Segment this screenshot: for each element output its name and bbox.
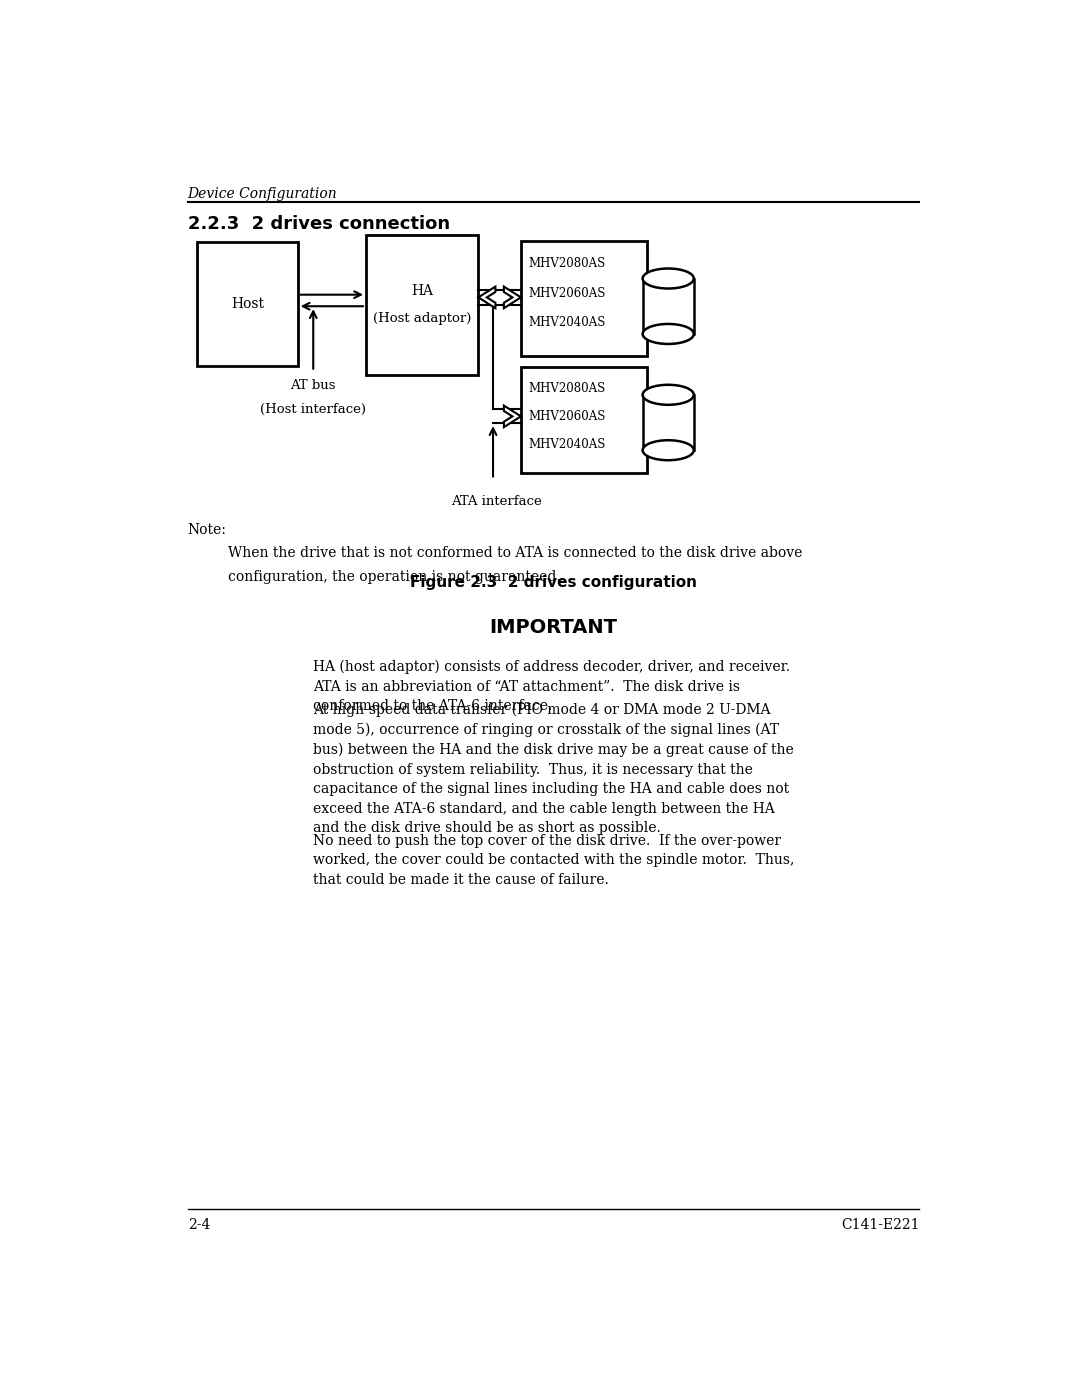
Bar [521,240,647,356]
Text: HA (host adaptor) consists of address decoder, driver, and receiver.
ATA is an a: HA (host adaptor) consists of address de… [313,659,791,712]
Text: Host: Host [231,298,264,312]
Text: When the drive that is not conformed to ATA is connected to the disk drive above: When the drive that is not conformed to … [228,546,802,560]
Bar [197,242,298,366]
Text: MHV2060AS: MHV2060AS [529,409,606,423]
Text: MHV2080AS: MHV2080AS [529,383,606,395]
Text: At high-speed data transfer (PIO mode 4 or DMA mode 2 U-DMA
mode 5), occurrence : At high-speed data transfer (PIO mode 4 … [313,703,794,835]
Text: AT bus: AT bus [291,380,336,393]
Polygon shape [643,278,693,334]
Bar [521,367,647,474]
Text: C141-E221: C141-E221 [841,1218,919,1232]
Text: Device Configuration: Device Configuration [188,187,337,201]
Polygon shape [643,395,693,450]
Text: (Host interface): (Host interface) [260,402,366,415]
Text: MHV2080AS: MHV2080AS [529,257,606,271]
Text: Note:: Note: [188,524,227,538]
Text: 2.2.3  2 drives connection: 2.2.3 2 drives connection [188,215,450,233]
Text: MHV2040AS: MHV2040AS [529,316,606,328]
Text: HA: HA [411,284,433,298]
Text: configuration, the operation is not guaranteed.: configuration, the operation is not guar… [228,570,561,584]
Text: 2-4: 2-4 [188,1218,211,1232]
Text: MHV2040AS: MHV2040AS [529,437,606,451]
Polygon shape [504,286,521,309]
Polygon shape [504,405,521,427]
Bar [366,235,478,374]
Ellipse shape [643,324,693,344]
Text: Figure 2.3  2 drives configuration: Figure 2.3 2 drives configuration [410,576,697,590]
Ellipse shape [643,440,693,460]
Text: ATA interface: ATA interface [451,495,542,509]
Text: (Host adaptor): (Host adaptor) [373,312,471,326]
Text: No need to push the top cover of the disk drive.  If the over-power
worked, the : No need to push the top cover of the dis… [313,834,795,887]
Ellipse shape [643,384,693,405]
Polygon shape [478,286,496,309]
Text: IMPORTANT: IMPORTANT [489,617,618,637]
Ellipse shape [643,268,693,289]
Text: MHV2060AS: MHV2060AS [529,286,606,299]
